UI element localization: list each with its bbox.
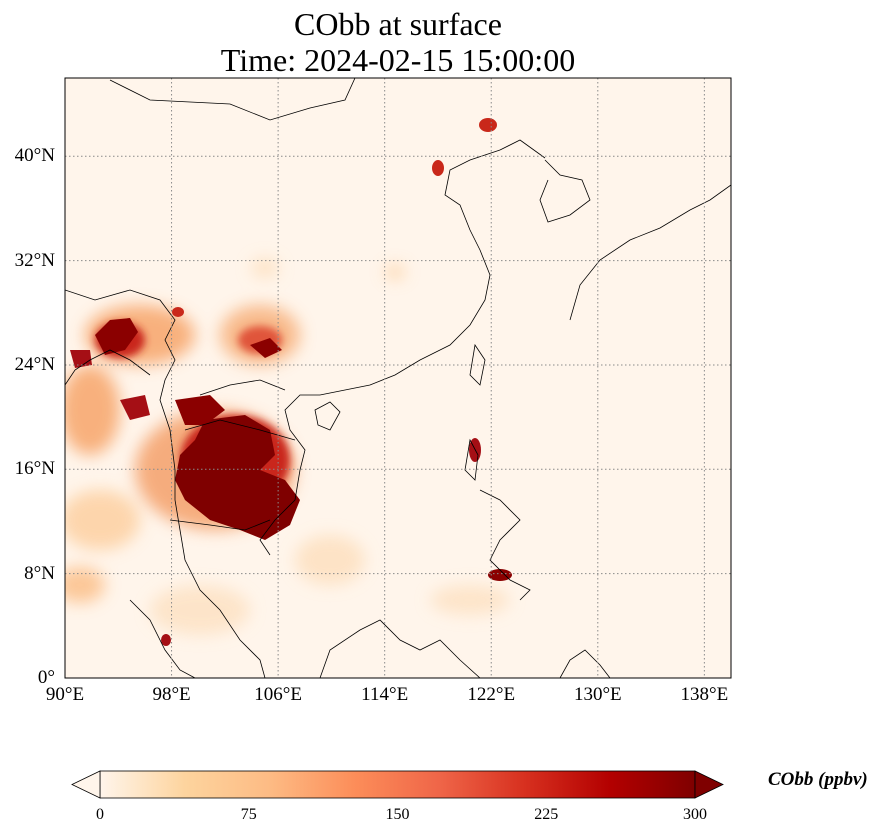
lon-tick-label: 90°E — [45, 684, 85, 705]
colorbar-tick-label: 0 — [96, 806, 104, 823]
lon-tick-label: 122°E — [467, 684, 516, 705]
lat-tick-label: 24°N — [14, 353, 55, 375]
colorbar-tick-label: 150 — [385, 806, 410, 823]
lon-tick-label: 98°E — [152, 684, 191, 705]
map-title: CObb at surface — [294, 6, 502, 42]
map-time: Time: 2024-02-15 15:00:00 — [220, 42, 576, 78]
map-frame — [64, 77, 732, 679]
lon-tick-label: 114°E — [361, 684, 409, 705]
coastlines — [65, 78, 731, 678]
lon-tick-label: 106°E — [254, 684, 302, 705]
lat-tick-label: 40°N — [14, 145, 55, 167]
colorbar-label: CObb (ppbv) — [768, 769, 868, 790]
colorbar-extend-low — [71, 770, 101, 799]
colorbar-tick-label: 225 — [534, 806, 559, 823]
lon-tick-label: 130°E — [573, 684, 622, 705]
colorbar-extend-high — [694, 770, 724, 799]
colorbar-tick-label: 75 — [240, 806, 257, 823]
colorbar-bar — [99, 770, 696, 799]
lat-tick-label: 16°N — [14, 458, 55, 480]
map-background — [65, 78, 731, 678]
colorbar-tick-label: 300 — [683, 806, 707, 823]
lon-tick-label: 138°E — [680, 684, 729, 705]
lat-tick-label: 8°N — [24, 562, 55, 584]
colorbar — [71, 770, 724, 799]
lat-tick-label: 32°N — [14, 249, 55, 271]
graticule — [65, 78, 731, 678]
smoke-hotspots-core — [70, 118, 512, 646]
lat-tick-label: 0° — [37, 667, 55, 688]
